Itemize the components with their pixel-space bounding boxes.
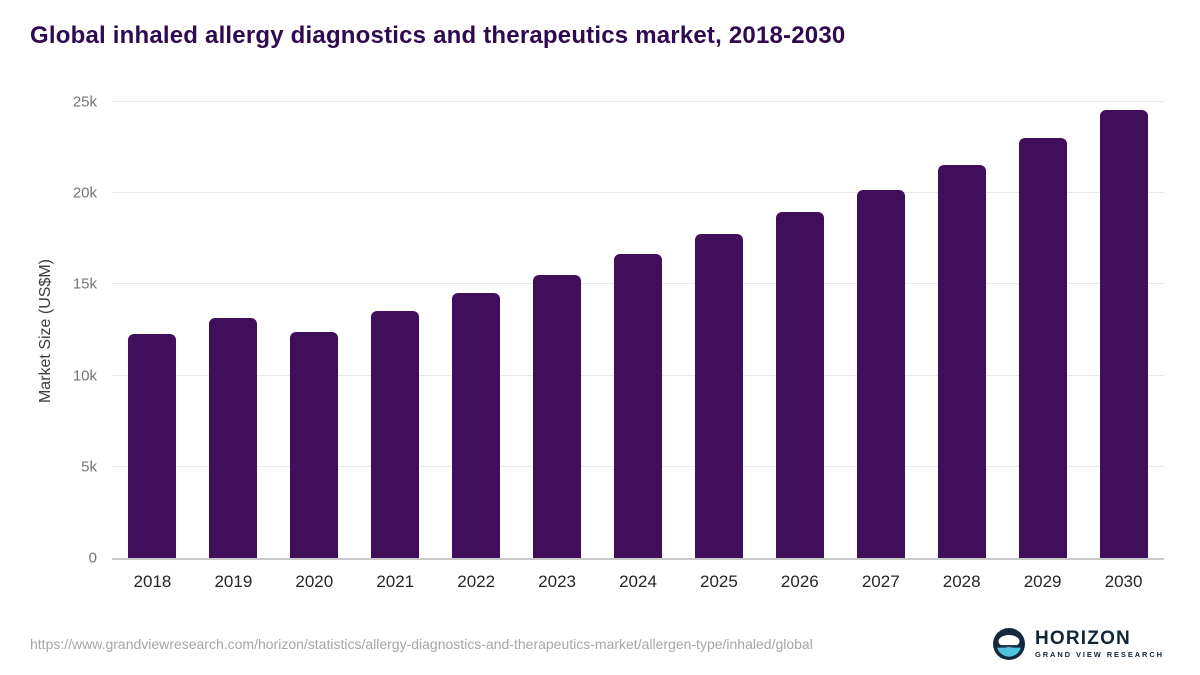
bar-slot <box>598 102 679 558</box>
x-axis-labels: 2018 2019 2020 2021 2022 2023 2024 2025 2026 2027… <box>112 572 1164 592</box>
chart-title: Global inhaled allergy diagnostics and t… <box>30 22 846 49</box>
x-tick-label-2026: 2026 <box>780 572 819 591</box>
y-tick-label: 0 <box>88 549 97 567</box>
bar-2020 <box>290 331 339 558</box>
bar-2028 <box>937 164 986 558</box>
x-tick-label-2028: 2028 <box>942 572 981 591</box>
bar-slot <box>355 102 436 558</box>
bar-slot <box>1002 102 1083 558</box>
y-axis-label: Market Size (US$M) <box>37 258 54 404</box>
x-tick-label-2018: 2018 <box>133 572 172 591</box>
bar-slot <box>193 102 274 558</box>
horizon-logo: HORIZON GRAND VIEW RESEARCH <box>992 627 1164 661</box>
bar-2022 <box>452 292 501 558</box>
horizon-logo-icon <box>992 628 1025 660</box>
y-tick-label: 20k <box>72 184 97 202</box>
x-tick-label-2022: 2022 <box>457 572 496 591</box>
bar-slot <box>274 102 355 558</box>
bar-2025 <box>694 234 743 558</box>
bar-slot <box>921 102 1002 558</box>
bar-2027 <box>856 189 905 558</box>
bar-2030 <box>1099 110 1148 558</box>
source-url: https://www.grandviewresearch.com/horizo… <box>30 636 813 652</box>
x-tick-label-2024: 2024 <box>619 572 657 591</box>
bar-2026 <box>775 212 824 558</box>
bar-slot <box>436 102 517 558</box>
bar-2021 <box>371 310 420 558</box>
bar-slot <box>112 102 193 558</box>
brand-name: HORIZON <box>1034 628 1131 650</box>
brand-text: HORIZON GRAND VIEW RESEARCH <box>1035 629 1164 659</box>
bar-slot <box>1083 102 1164 558</box>
x-tick-label-2025: 2025 <box>700 572 738 591</box>
bar-slot <box>678 102 759 558</box>
x-tick-label-2030: 2030 <box>1104 572 1143 591</box>
gridline <box>112 192 1164 194</box>
x-tick-label-2019: 2019 <box>214 572 253 591</box>
x-tick-label-2021: 2021 <box>376 572 415 591</box>
bar-slot <box>759 102 840 558</box>
x-tick-label-2023: 2023 <box>538 572 576 591</box>
bar-2019 <box>209 318 258 558</box>
bar-slot <box>840 102 921 558</box>
footer: https://www.grandviewresearch.com/horizo… <box>30 627 1164 661</box>
bar-2029 <box>1018 138 1067 558</box>
plot-area: 2018 2019 2020 2021 2022 2023 2024 2025 2026 2027… <box>73 94 1164 591</box>
bars-container <box>112 102 1164 558</box>
y-tick-label: 5k <box>81 458 97 476</box>
bar-slot <box>517 102 598 558</box>
y-tick-label: 10k <box>72 367 97 385</box>
bar-2024 <box>613 254 662 558</box>
x-tick-label-2027: 2027 <box>861 572 900 591</box>
x-tick-label-2029: 2029 <box>1023 572 1062 591</box>
bar-2018 <box>128 333 177 558</box>
brand-subtitle: GRAND VIEW RESEARCH <box>1034 650 1164 660</box>
gridline <box>112 101 1164 102</box>
x-tick-label-2020: 2020 <box>295 572 334 591</box>
bar-2023 <box>533 275 582 558</box>
y-tick-label: 15k <box>72 275 97 293</box>
y-tick-label: 25k <box>72 93 97 111</box>
